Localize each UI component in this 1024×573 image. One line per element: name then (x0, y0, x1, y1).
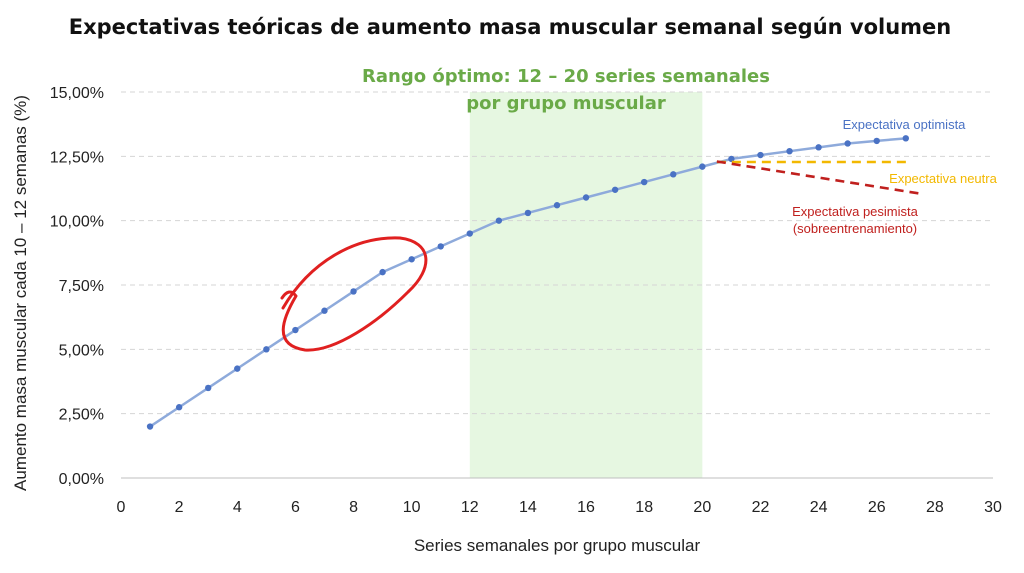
y-tick-label: 15,00% (50, 85, 104, 102)
series-line-2 (716, 160, 921, 195)
x-tick-label: 10 (403, 499, 421, 516)
series (146, 135, 921, 430)
optimal-range-rect (469, 92, 703, 478)
data-point (321, 307, 328, 314)
data-point (786, 147, 793, 155)
annotation-circle (280, 236, 428, 352)
data-point (205, 384, 212, 392)
hand-drawn-annotation (280, 236, 428, 352)
data-point (379, 268, 386, 276)
optimal-range-label-line2: por grupo muscular (466, 93, 666, 114)
x-tick-label: 22 (752, 499, 770, 516)
x-tick-label: 28 (926, 499, 944, 516)
optimal-range-band (469, 92, 703, 478)
data-point (553, 202, 561, 209)
y-tick-label: 12,50% (50, 149, 104, 166)
data-point (146, 423, 154, 430)
x-tick-label: 14 (519, 499, 537, 516)
data-point (292, 326, 299, 334)
optimal-range-label-line1: Rango óptimo: 12 – 20 series semanales (362, 66, 770, 87)
data-point (234, 365, 241, 372)
y-tick-label: 0,00% (59, 471, 104, 488)
series-label-optimista: Expectativa optimista (843, 117, 967, 132)
data-point (844, 140, 851, 147)
data-point (437, 243, 444, 250)
y-tick-label: 2,50% (59, 407, 104, 424)
data-point (582, 194, 590, 201)
data-point (263, 346, 270, 353)
chart-title: Expectativas teóricas de aumento masa mu… (69, 15, 952, 39)
data-point (611, 186, 619, 193)
data-point (699, 163, 706, 170)
series-label-pesimista: Expectativa pesimista (792, 204, 918, 219)
y-tick-label: 10,00% (50, 214, 104, 231)
series-label-neutra: Expectativa neutra (889, 171, 997, 186)
x-tick-label: 26 (868, 499, 886, 516)
y-tick-label: 7,50% (59, 278, 104, 295)
data-point (902, 135, 909, 142)
data-point (873, 137, 880, 145)
x-tick-label: 12 (461, 499, 479, 516)
x-tick-label: 6 (291, 499, 300, 516)
x-tick-label: 16 (577, 499, 595, 516)
data-point (408, 256, 415, 263)
data-point (495, 217, 503, 224)
x-tick-label: 30 (984, 499, 1002, 516)
axes: 0,00% 2,50% 5,00% 7,50% 10,00% 12,50% 15,00% 0 2… (50, 85, 1002, 516)
data-point (670, 171, 677, 178)
x-tick-label: 20 (693, 499, 711, 516)
data-point (728, 155, 735, 163)
x-axis-title: Series semanales por grupo muscular (414, 536, 701, 555)
data-point (175, 404, 183, 411)
x-tick-label: 4 (233, 499, 242, 516)
x-tick-label: 0 (117, 499, 126, 516)
x-tick-label: 24 (810, 499, 828, 516)
series-label-pesimista-sub: (sobreentrenamiento) (793, 221, 917, 236)
data-point (466, 230, 473, 237)
data-point (350, 288, 357, 295)
x-tick-label: 2 (175, 499, 184, 516)
y-tick-label: 5,00% (59, 342, 104, 359)
x-tick-label: 18 (635, 499, 653, 516)
data-point (524, 209, 532, 217)
data-point (641, 178, 648, 186)
x-tick-label: 8 (349, 499, 358, 516)
y-axis-title: Aumento masa muscular cada 10 – 12 seman… (11, 95, 30, 491)
data-point (757, 151, 764, 159)
data-point (815, 144, 822, 151)
